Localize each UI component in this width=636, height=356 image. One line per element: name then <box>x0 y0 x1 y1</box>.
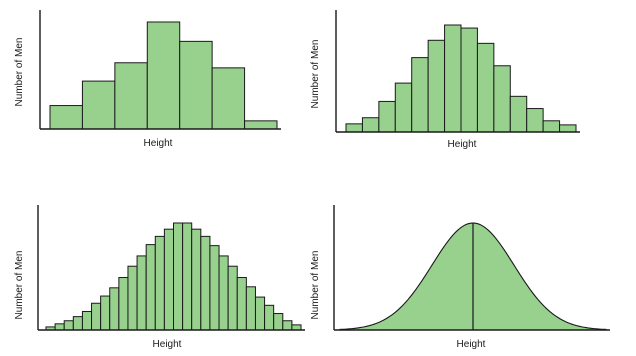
histogram-3-bar-13 <box>154 235 165 331</box>
histogram-3-bar-27 <box>282 320 293 331</box>
histogram-2-bar-4 <box>394 82 413 133</box>
histogram-2-bar-9 <box>476 42 495 133</box>
histogram-3-bar-6 <box>91 302 102 331</box>
y-axis-label-2: Number of Men <box>310 40 321 109</box>
histogram-3-bar-12 <box>145 244 156 331</box>
y-axis-label-1: Number of Men <box>14 38 25 107</box>
histogram-3-bar-18 <box>200 235 211 331</box>
histogram-3-bar-16 <box>182 222 193 331</box>
histogram-3-bar-26 <box>273 313 284 331</box>
histogram-3-bar-22 <box>236 277 247 331</box>
histogram-1-bar-2 <box>81 80 116 130</box>
histogram-1-bar-6 <box>211 67 246 130</box>
histogram-2-bar-6 <box>427 39 446 133</box>
histogram-2-bar-13 <box>542 120 561 133</box>
histogram-3-bar-17 <box>191 228 202 331</box>
histogram-3-bar-11 <box>136 255 147 331</box>
histogram-2-bar-5 <box>411 57 429 133</box>
histogram-3-bar-7 <box>100 295 111 331</box>
histogram-3-bar-15 <box>173 222 184 331</box>
histogram-2-bar-10 <box>493 65 511 133</box>
histogram-3-bar-8 <box>109 287 120 331</box>
histogram-3-bar-23 <box>245 286 256 331</box>
histogram-3-bar-21 <box>227 265 238 331</box>
histogram-2-bar-8 <box>460 27 478 133</box>
histogram-2-bar-2 <box>361 117 380 133</box>
histogram-2-bar-14 <box>559 124 577 133</box>
histogram-3-bar-2 <box>54 323 65 331</box>
x-axis-label-3: Height <box>153 339 182 350</box>
histogram-3-bar-25 <box>264 304 275 331</box>
histogram-2-bar-3 <box>378 100 396 133</box>
x-axis-label-2: Height <box>448 139 477 150</box>
x-axis-label-1: Height <box>144 138 173 149</box>
histogram-1-bar-1 <box>49 105 83 130</box>
histogram-3-bar-10 <box>127 265 138 331</box>
histogram-3-bar-28 <box>291 324 302 331</box>
histogram-1-bar-4 <box>146 21 181 130</box>
histogram-3-bar-4 <box>72 316 83 331</box>
y-axis-label-3: Number of Men <box>14 251 25 320</box>
histogram-3-bar-20 <box>218 255 229 331</box>
histogram-3-bar-14 <box>163 228 174 331</box>
histogram-1-bar-3 <box>114 62 148 130</box>
histogram-3-bar-24 <box>254 296 266 331</box>
histogram-2-bar-12 <box>526 108 544 133</box>
histogram-2-bar-1 <box>345 123 363 133</box>
x-axis-label-4: Height <box>457 339 486 350</box>
histogram-1-bar-7 <box>244 120 278 130</box>
histogram-3-bar-9 <box>118 277 129 331</box>
y-axis-label-4: Number of Men <box>310 251 321 320</box>
histogram-3-bar-19 <box>209 245 220 331</box>
histogram-2-bar-11 <box>509 95 528 133</box>
histogram-1-bar-5 <box>179 40 213 130</box>
histogram-2-bar-7 <box>444 24 462 133</box>
histogram-3-bar-3 <box>63 320 74 331</box>
histogram-3-bar-5 <box>81 310 93 331</box>
